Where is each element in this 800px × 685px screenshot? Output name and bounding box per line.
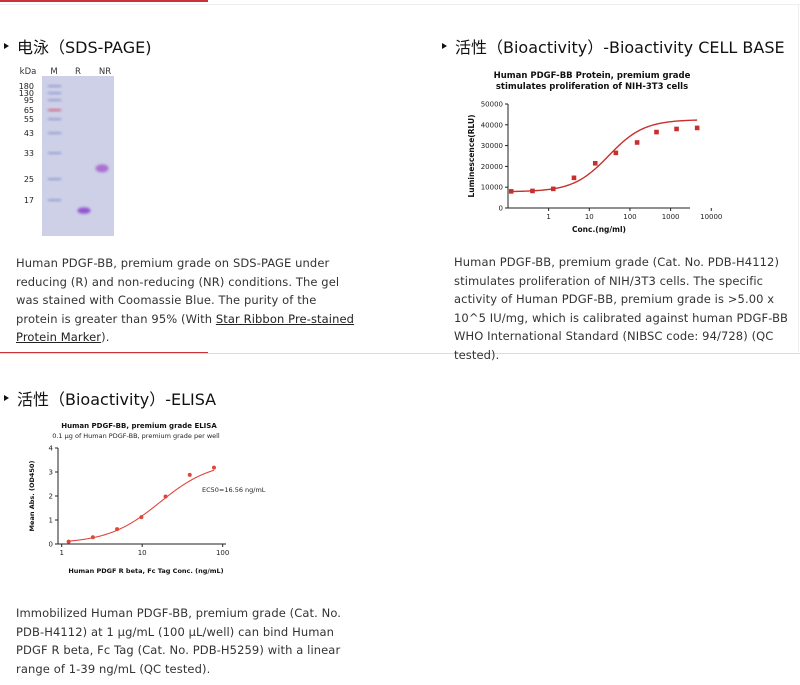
ec50-annotation: EC50=16.56 ng/mL (202, 486, 266, 494)
elisa-chart: Human PDGF-BB, premium grade ELISA 0.1 μg… (28, 422, 266, 575)
top-divider (0, 4, 800, 5)
data-point (90, 535, 95, 540)
reducing-sample-band (95, 164, 109, 173)
data-point (613, 150, 619, 156)
x-tick-label: 10 (585, 213, 594, 221)
sds-desc-text-2: ). (101, 330, 110, 344)
gel-ladder-label: 55 (24, 115, 34, 124)
y-tick-label: 30000 (481, 142, 503, 150)
nonreducing-sample-band (77, 207, 91, 214)
data-point (211, 465, 216, 470)
chart-title: Human PDGF-BB, premium grade ELISA (61, 422, 217, 430)
gel-ladder-label: 65 (24, 106, 34, 115)
y-axis-title: Luminescence(RLU) (467, 114, 476, 197)
y-tick-label: 40000 (481, 121, 503, 129)
middle-divider (0, 353, 800, 354)
x-tick-label: 1000 (662, 213, 680, 221)
gel-ladder-label: 17 (24, 196, 34, 205)
gel-ladder-label: 43 (24, 129, 34, 138)
data-point (115, 527, 120, 532)
y-tick-label: 3 (49, 469, 53, 477)
y-tick-label: 50000 (481, 101, 503, 109)
sds-page-description: Human PDGF-BB, premium grade on SDS-PAGE… (16, 254, 356, 347)
elisa-heading-text: 活性（Bioactivity）-ELISA (17, 390, 217, 409)
x-tick-label: 100 (623, 213, 636, 221)
x-axis-title: Conc.(ng/ml) (572, 225, 626, 234)
y-tick-label: 20000 (481, 163, 503, 171)
sds-page-heading-text: 电泳（SDS-PAGE) (17, 38, 152, 57)
data-point (163, 494, 168, 499)
data-point (550, 186, 556, 192)
gel-ladder-label: 180 (19, 82, 34, 91)
x-tick-label: 10000 (700, 213, 722, 221)
x-tick-label: 1 (59, 549, 63, 557)
x-axis-title: Human PDGF R beta, Fc Tag Conc. (ng/mL) (68, 567, 223, 575)
data-point (508, 189, 514, 194)
gel-column-label: NR (99, 67, 111, 77)
gel-column-label: R (75, 67, 81, 77)
bullet-triangle-icon (4, 43, 9, 49)
data-point (187, 472, 192, 477)
chart-subtitle: 0.1 μg of Human PDGF-BB, premium grade p… (52, 432, 220, 440)
x-tick-label: 100 (216, 549, 229, 557)
ladder-band (48, 178, 61, 181)
data-point (139, 515, 144, 520)
bullet-triangle-icon (442, 43, 447, 49)
gel-ladder-label: 25 (24, 175, 34, 184)
chart-title-line: Human PDGF-BB Protein, premium grade (494, 71, 691, 81)
ladder-band (48, 118, 61, 121)
y-tick-label: 2 (49, 493, 53, 501)
fit-curve (511, 119, 698, 193)
data-point (634, 140, 640, 145)
data-point (530, 188, 535, 194)
ladder-band (48, 152, 61, 155)
top-accent-line (0, 0, 208, 2)
ladder-band (48, 199, 61, 202)
elisa-description: Immobilized Human PDGF-BB, premium grade… (16, 606, 342, 676)
y-tick-label: 10000 (481, 184, 503, 192)
x-tick-label: 1 (546, 213, 550, 221)
cell-bioactivity-description: Human PDGF-BB, premium grade (Cat. No. P… (454, 255, 789, 362)
x-tick-label: 10 (138, 549, 147, 557)
star-ribbon-marker-link[interactable]: Star Ribbon Pre-stained Protein Marker (16, 311, 355, 345)
gel-ladder-label: 95 (24, 96, 34, 105)
ladder-band (48, 109, 61, 112)
ladder-band (48, 99, 61, 102)
cell-bioactivity-heading-text: 活性（Bioactivity）-Bioactivity CELL BASE (455, 38, 785, 57)
gel-column-label: M (50, 67, 57, 77)
sds-page-heading: 电泳（SDS-PAGE) (4, 34, 151, 58)
data-point (674, 126, 679, 132)
fit-curve (68, 469, 215, 542)
data-point (694, 125, 700, 131)
ladder-band (48, 92, 61, 95)
y-tick-label: 0 (499, 205, 503, 213)
ladder-band (48, 132, 61, 135)
gel-ladder-label: 130 (19, 89, 34, 98)
bullet-triangle-icon (4, 395, 9, 401)
y-tick-label: 1 (49, 517, 53, 525)
cell-bioactivity-heading: 活性（Bioactivity）-Bioactivity CELL BASE (442, 34, 785, 58)
ladder-band (48, 85, 61, 88)
chart-title-line: stimulates proliferation of NIH-3T3 cell… (496, 82, 688, 92)
cell-based-assay-chart: Human PDGF-BB Protein, premium gradestim… (467, 71, 722, 234)
sds-desc-text-1: Human PDGF-BB, premium grade on SDS-PAGE… (16, 256, 340, 326)
gel-ladder-label: 33 (24, 149, 34, 158)
gel-column-label: kDa (20, 67, 37, 77)
data-point (654, 129, 659, 135)
data-point (66, 539, 71, 544)
y-tick-label: 4 (49, 445, 54, 453)
y-axis-title: Mean Abs. (OD450) (28, 461, 36, 532)
elisa-heading: 活性（Bioactivity）-ELISA (4, 386, 216, 410)
data-point (571, 175, 577, 181)
data-point (592, 160, 598, 166)
gel-body (42, 76, 114, 236)
right-border (798, 4, 799, 352)
y-tick-label: 0 (49, 541, 53, 549)
